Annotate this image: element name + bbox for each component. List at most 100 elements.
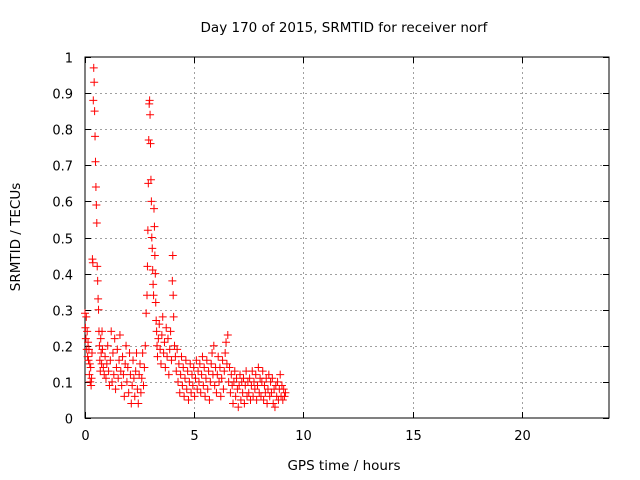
data-point xyxy=(281,388,290,397)
data-point xyxy=(259,395,268,404)
data-point xyxy=(201,392,210,401)
data-point xyxy=(84,356,93,365)
data-point xyxy=(91,157,100,166)
y-tick-label: 0.7 xyxy=(52,160,73,175)
data-point xyxy=(168,251,177,260)
data-point xyxy=(276,370,285,379)
data-point xyxy=(229,399,238,408)
data-point xyxy=(198,352,207,361)
x-tick-label: 15 xyxy=(405,429,422,444)
data-point xyxy=(152,327,161,336)
data-point xyxy=(155,320,164,329)
data-point xyxy=(122,341,131,350)
data-point xyxy=(193,385,202,394)
data-point xyxy=(82,312,91,321)
data-point xyxy=(269,399,278,408)
data-point xyxy=(136,388,145,397)
data-points xyxy=(81,63,290,412)
data-point xyxy=(164,370,173,379)
data-point xyxy=(97,349,106,358)
data-point xyxy=(85,359,94,368)
data-point xyxy=(167,356,176,365)
data-point xyxy=(172,367,181,376)
data-point xyxy=(225,363,234,372)
data-point xyxy=(168,276,177,285)
y-tick-label: 0.9 xyxy=(52,88,73,103)
data-point xyxy=(99,363,108,372)
data-point xyxy=(117,381,126,390)
data-point xyxy=(129,356,138,365)
data-point xyxy=(112,363,121,372)
data-point xyxy=(159,349,168,358)
data-point xyxy=(101,352,110,361)
data-point xyxy=(215,363,224,372)
data-point xyxy=(210,381,219,390)
data-point xyxy=(88,258,97,267)
data-point xyxy=(200,363,209,372)
data-point xyxy=(103,341,112,350)
data-point xyxy=(127,399,136,408)
data-point xyxy=(162,323,171,332)
data-point xyxy=(174,377,183,386)
data-point xyxy=(119,370,128,379)
data-point xyxy=(188,381,197,390)
data-point xyxy=(147,233,156,242)
data-point xyxy=(184,395,193,404)
data-point xyxy=(145,96,154,105)
data-point xyxy=(157,330,166,339)
data-point xyxy=(115,330,124,339)
data-point xyxy=(236,370,245,379)
data-point xyxy=(175,388,184,397)
data-point xyxy=(166,327,175,336)
data-point xyxy=(87,381,96,390)
tick-labels: 00.10.20.30.40.50.60.70.80.910 5 10 15 20 xyxy=(52,52,530,445)
data-point xyxy=(156,359,165,368)
data-point xyxy=(265,392,274,401)
data-point xyxy=(89,96,98,105)
data-point xyxy=(206,377,215,386)
data-point xyxy=(169,291,178,300)
data-point xyxy=(136,359,145,368)
data-point xyxy=(139,381,148,390)
data-point xyxy=(114,374,123,383)
data-point xyxy=(81,334,90,343)
data-point xyxy=(199,381,208,390)
data-point xyxy=(249,377,258,386)
data-point xyxy=(244,388,253,397)
x-tick-label: 10 xyxy=(295,429,312,444)
data-point xyxy=(94,305,103,314)
data-point xyxy=(147,197,156,206)
data-point xyxy=(130,392,139,401)
data-point xyxy=(187,388,196,397)
data-point xyxy=(222,338,231,347)
data-point xyxy=(92,201,101,210)
data-point xyxy=(187,370,196,379)
data-point xyxy=(204,367,213,376)
data-point xyxy=(228,381,237,390)
data-point xyxy=(249,392,258,401)
x-tick-label: 5 xyxy=(190,429,198,444)
y-tick-label: 0.8 xyxy=(52,124,73,139)
data-point xyxy=(120,392,129,401)
data-point xyxy=(233,385,242,394)
data-point xyxy=(234,403,243,412)
data-point xyxy=(185,377,194,386)
data-point xyxy=(279,385,288,394)
data-point xyxy=(236,395,245,404)
data-point xyxy=(182,385,191,394)
data-point xyxy=(219,385,228,394)
data-point xyxy=(83,352,92,361)
data-point xyxy=(227,370,236,379)
data-point xyxy=(280,392,289,401)
y-tick-label: 0.4 xyxy=(52,269,73,284)
data-point xyxy=(266,377,275,386)
data-point xyxy=(125,349,134,358)
data-point xyxy=(93,276,102,285)
data-point xyxy=(149,280,158,289)
data-point xyxy=(146,139,155,148)
data-point xyxy=(169,312,178,321)
data-point xyxy=(196,388,205,397)
data-point xyxy=(180,374,189,383)
data-point xyxy=(83,327,92,336)
data-point xyxy=(273,377,282,386)
